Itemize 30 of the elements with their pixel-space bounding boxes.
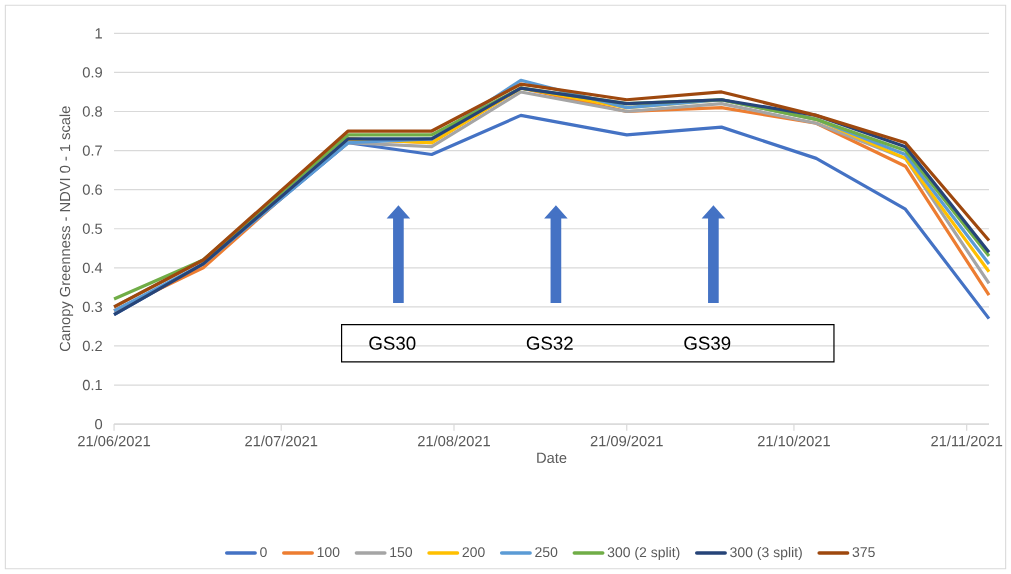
legend-label: 300 (2 split) xyxy=(607,546,680,560)
x-tick-label: 21/11/2021 xyxy=(931,435,1003,447)
y-tick-label: 0 xyxy=(95,418,103,430)
y-tick-label: 0.3 xyxy=(82,301,103,313)
annotation: GS32 xyxy=(526,336,573,350)
y-tick-label: 0.6 xyxy=(82,184,103,195)
x-tick-label: 21/06/2021 xyxy=(78,435,151,447)
x-tick-label: 21/07/2021 xyxy=(245,435,318,447)
legend-label: 250 xyxy=(535,547,558,557)
legend-label: 300 (3 split) xyxy=(730,546,802,560)
legend-label: 0 xyxy=(260,547,267,557)
x-tick-label: 21/09/2021 xyxy=(590,435,663,447)
y-tick-label: 0.4 xyxy=(82,262,103,273)
legend-label: 150 xyxy=(390,547,413,557)
legend-label: 375 xyxy=(852,547,875,557)
y-tick-label: 0.1 xyxy=(82,379,102,391)
y-tick-label: 0.2 xyxy=(82,340,102,352)
y-tick-label: 0.7 xyxy=(82,145,102,156)
legend-label: 200 xyxy=(462,547,485,557)
y-tick-label: 0.8 xyxy=(82,106,103,117)
x-axis-title: Date xyxy=(537,452,567,463)
y-tick-label: 1 xyxy=(95,28,102,39)
y-tick-label: 0.9 xyxy=(82,67,102,78)
annotation: GS30 xyxy=(369,336,416,350)
x-tick-label: 21/10/2021 xyxy=(757,435,830,447)
annotation: GS39 xyxy=(684,336,731,350)
y-tick-label: 0.5 xyxy=(82,223,103,234)
y-axis-title: Canopy Greenness - NDVI 0 - 1 scale xyxy=(59,106,74,352)
legend-label: 100 xyxy=(317,547,340,557)
x-tick-label: 21/08/2021 xyxy=(418,435,490,447)
